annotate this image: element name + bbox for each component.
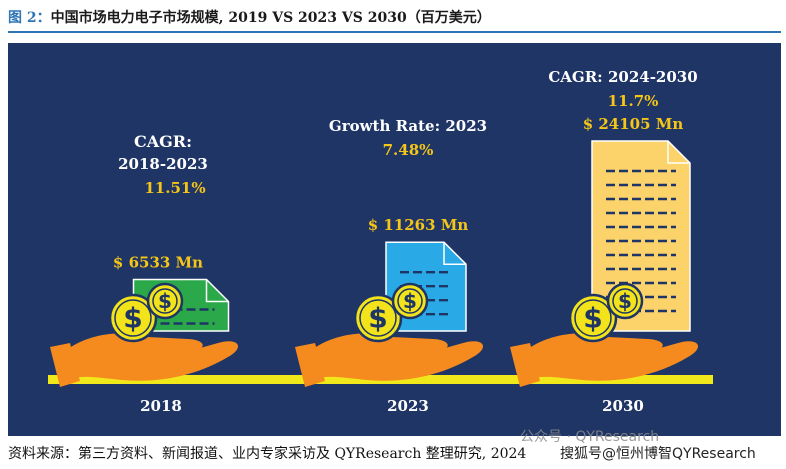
dollar-icon: $ <box>368 302 387 335</box>
growth-rate-2023: 7.48% <box>383 141 434 159</box>
value-label-2018: $ 6533 Mn <box>113 254 203 272</box>
coin-rim-icon <box>114 299 152 337</box>
coin-icon <box>108 293 158 343</box>
tick-label-2030: 2030 <box>602 397 644 415</box>
coin-rim-icon <box>359 299 397 337</box>
source-note: 资料来源：第三方资料、新闻报道、业内专家采访及 QYResearch 整理研究,… <box>8 446 527 462</box>
hand-icon <box>66 333 239 381</box>
watermark-secondary: 搜狐号@恒州博智QYResearch <box>560 443 756 463</box>
coin-rim-icon <box>152 288 178 314</box>
coin-rim-icon <box>612 288 638 314</box>
coin-icon <box>568 293 618 343</box>
tick-label-2018: 2018 <box>140 397 182 415</box>
dollar-icon: $ <box>123 302 142 335</box>
coin-icon <box>353 293 403 343</box>
dollar-icon: $ <box>618 289 632 313</box>
cuff-icon <box>510 343 540 387</box>
bar-2023: $$ <box>295 241 484 387</box>
chart-panel: $ $ $ 6533 Mn CAGR: 2018-2023 11.51% 2018 $ $ $ 1… <box>8 43 781 436</box>
dollar-icon: $ <box>403 289 417 313</box>
document-fold-icon <box>205 279 229 303</box>
annotation-line-2023: Growth Rate: 2023 <box>329 117 487 135</box>
figure-label: 图 2： <box>8 10 51 26</box>
watermark-text: 公众号 · QYResearch <box>520 429 660 445</box>
coin-rim-icon <box>574 299 612 337</box>
title-rule <box>8 31 781 33</box>
coin-rim-icon <box>397 288 423 314</box>
cuff-icon <box>295 343 325 387</box>
tick-label-2023: 2023 <box>387 397 429 415</box>
document-fold-icon <box>443 242 466 265</box>
figure-title: 图 2：中国市场电力电子市场规模, 2019 VS 2023 VS 2030（百… <box>8 7 491 27</box>
figure-title-text: 中国市场电力电子市场规模, 2019 VS 2023 VS 2030（百万美元） <box>50 10 491 26</box>
annotation-line-2018: 2018-2023 <box>118 155 208 173</box>
dollar-icon: $ <box>158 289 172 313</box>
growth-rate-2018: 11.51% <box>144 179 205 197</box>
document-fold-icon <box>667 141 690 164</box>
hand-icon <box>526 333 699 381</box>
bar-2030: $$ <box>510 140 699 387</box>
growth-rate-2030: 11.7% <box>608 92 659 110</box>
value-label-2030: $ 24105 Mn <box>583 115 684 133</box>
hand-icon <box>311 333 484 381</box>
annotation-line-2030: CAGR: 2024-2030 <box>548 68 697 86</box>
cuff-icon <box>50 343 80 387</box>
value-label-2023: $ 11263 Mn <box>368 216 469 234</box>
bar-2018: $$ <box>50 278 239 387</box>
dollar-icon: $ <box>583 302 602 335</box>
annotation-line-2018: CAGR: <box>134 132 192 151</box>
